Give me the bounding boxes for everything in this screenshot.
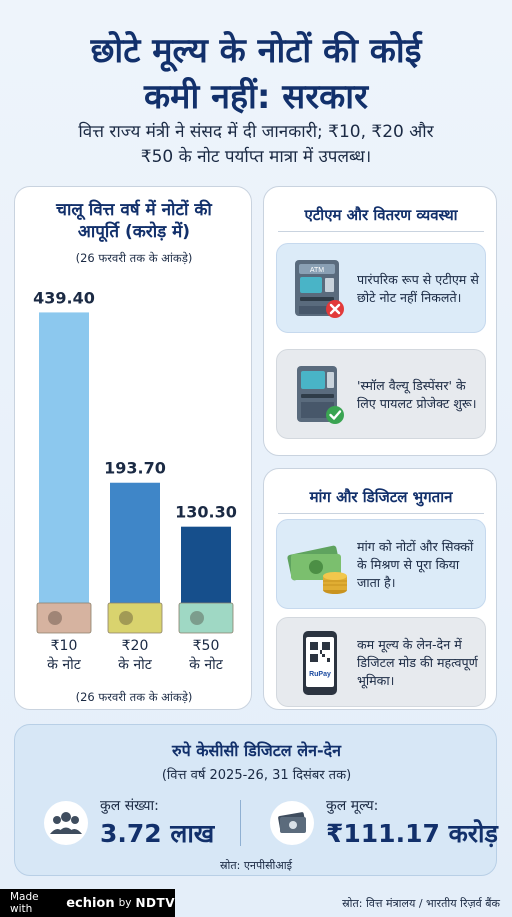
atm-panel-title: एटीएम और वितरण व्यवस्था [304,206,458,224]
category-label-2-line-0: ₹50 [193,638,220,654]
dispenser-check-icon [297,366,344,424]
count-value: 3.72 लाख [100,819,215,848]
cash-icon [270,801,314,845]
atm-item-1: ATM पारंपरिक रूप से एटीएम से छोटे नोट नह… [276,243,486,333]
category-label-0-line-1: के नोट [47,656,82,673]
category-label-1-line-1: के नोट [118,656,153,673]
banknote-portrait-2 [190,611,204,625]
rupay-title: रुपे केसीसी डिजिटल लेन-देन [172,741,341,760]
banknote-portrait-1 [119,611,133,625]
demand-item-1-text: मांग को नोटों और सिक्कों के मिश्रण से पू… [357,539,474,590]
demand-panel: मांग और डिजिटल भुगतान मांग को नोटों और स… [263,468,497,710]
bar-1 [110,482,160,617]
demand-panel-title: मांग और डिजिटल भुगतान [309,488,453,506]
subtitle-line-1: वित्त राज्य मंत्री ने संसद में दी जानकार… [78,122,434,142]
bar-value-label-2: 130.30 [175,503,237,522]
bar-chart: 439.40 ₹10 के नोट 193.70 ₹20 के नोट 130.30 ₹50 क… [33,288,237,673]
atm-panel: एटीएम और वितरण व्यवस्था ATM पारंपरिक रूप… [263,186,497,456]
note-supply-chart-card: चालू वित्त वर्ष में नोटों की आपूर्ति (कर… [14,186,252,710]
page-subtitle: वित्त राज्य मंत्री ने संसद में दी जानकार… [30,120,482,170]
atm-panel-divider [278,231,484,232]
rupay-source: स्रोत: एनपीसीआई [219,859,293,872]
subtitle-line-2: ₹50 के नोट पर्याप्त मात्रा में उपलब्ध। [140,147,372,167]
made-with-text: Made with [10,891,39,915]
phone-qr-icon: RuPay [303,631,337,695]
cash-coins-icon [287,545,347,594]
atm-item-2: 'स्मॉल वैल्यू डिस्पेंसर' के लिए पायलट प्… [276,349,486,439]
chart-title: चालू वित्त वर्ष में नोटों की आपूर्ति (कर… [15,199,253,243]
atm-label: ATM [310,267,324,274]
demand-item-2-text: कम मूल्य के लेन-देन में डिजिटल मोड की मह… [357,637,478,688]
rupay-logo-text: RuPay [309,671,331,678]
atm-item-2-text: 'स्मॉल वैल्यू डिस्पेंसर' के लिए पायलट प्… [357,378,477,411]
title-line-1: छोटे मूल्य के नोटों की कोई [90,31,422,71]
category-label-2-line-1: के नोट [189,656,224,673]
bar-2 [181,526,231,617]
banknote-icon-0 [36,602,92,634]
chart-title-line-1: चालू वित्त वर्ष में नोटों की [56,200,212,220]
chart-note-top: (26 फरवरी तक के आंकड़े) [75,251,193,265]
banknote-portrait-0 [48,611,62,625]
atm-item-1-text: पारंपरिक रूप से एटीएम से छोटे नोट नहीं न… [357,272,479,305]
chart-title-line-2: आपूर्ति (करोड़ में) [77,222,191,242]
page-title: छोटे मूल्य के नोटों की कोई कमी नहीं: सरक… [0,28,512,120]
brand-badge[interactable]: Made with echion by NDTV [0,889,175,917]
by-text: by [118,897,132,909]
stats-divider [240,800,241,846]
demand-panel-divider [278,513,484,514]
footer-source: स्रोत: वित्त मंत्रालय / भारतीय रिज़र्व ब… [342,897,500,910]
bar-value-label-1: 193.70 [104,459,166,478]
category-label-0-line-0: ₹10 [51,638,78,654]
footer: Made with echion by NDTV स्रोत: वित्त मं… [0,889,512,917]
ndtv-logo: NDTV [135,896,175,910]
users-icon [44,801,88,845]
rupay-subtitle: (वित्त वर्ष 2025-26, 31 दिसंबर तक) [161,768,352,783]
count-label: कुल संख्या: [100,798,159,814]
demand-item-2: RuPay कम मूल्य के लेन-देन में डिजिटल मोड… [276,617,486,707]
banknote-icon-1 [107,602,163,634]
title-line-2: कमी नहीं: सरकार [144,77,368,117]
banknote-icon-2 [178,602,234,634]
rupay-kcc-card: रुपे केसीसी डिजिटल लेन-देन (वित्त वर्ष 2… [14,724,497,876]
category-label-1-line-0: ₹20 [122,638,149,654]
value-label: कुल मूल्य: [326,798,379,814]
atm-cross-icon: ATM [295,260,344,318]
chart-note-bottom: (26 फरवरी तक के आंकड़े) [75,690,193,704]
bar-0 [39,312,89,617]
echion-logo: echion [66,895,115,911]
value-value: ₹111.17 करोड़ [326,819,498,848]
demand-item-1: मांग को नोटों और सिक्कों के मिश्रण से पू… [276,519,486,609]
bar-value-label-0: 439.40 [33,288,95,307]
